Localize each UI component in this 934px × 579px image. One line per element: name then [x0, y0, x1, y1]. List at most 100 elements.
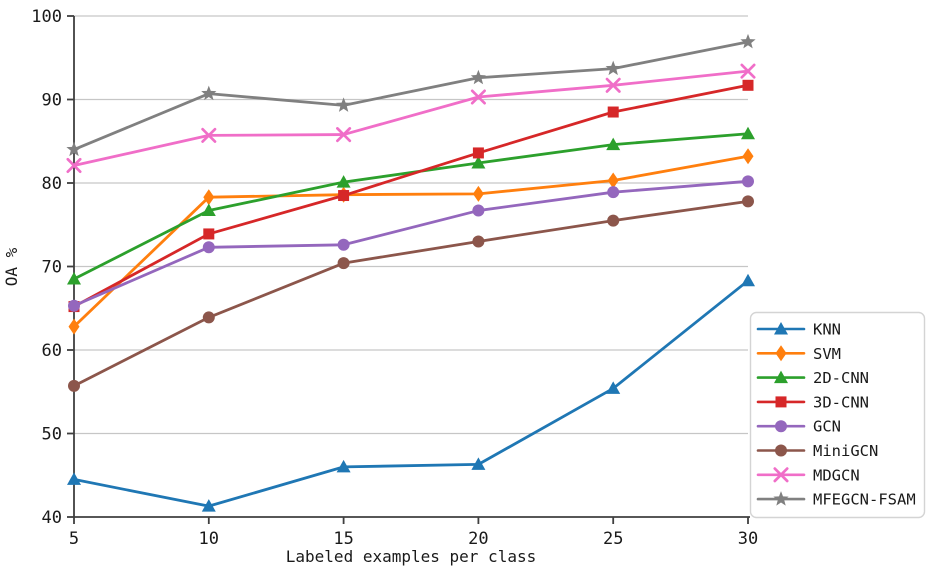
marker-mfegcn-fsam-x20	[470, 69, 487, 85]
marker-knn-x30	[741, 273, 755, 287]
x-tick-label-10: 10	[199, 529, 219, 549]
line-svm	[72, 154, 750, 329]
marker-minigcn-x15	[337, 257, 350, 270]
marker-svm-x30	[742, 148, 754, 165]
legend-marker-minigcn	[775, 444, 787, 457]
legend-box	[749, 311, 926, 519]
marker-svm-x10	[203, 189, 215, 206]
legend-label-mfegcn-fsam: MFEGCN-FSAM	[813, 491, 916, 509]
x-tick-label-20: 20	[468, 529, 488, 549]
marker-2d-cnn-x30	[741, 126, 755, 140]
line-knn	[72, 279, 750, 508]
series-2d-cnn	[67, 126, 755, 285]
legend-label-mdgcn: MDGCN	[813, 466, 860, 484]
marker-minigcn-x10	[202, 311, 215, 324]
legend-item-minigcn: MiniGCN	[756, 442, 878, 460]
marker-mfegcn-fsam-x25	[605, 60, 621, 76]
legend-label-knn: KNN	[813, 321, 841, 339]
x-tick-label-25: 25	[603, 529, 623, 549]
marker-mdgcn-x15	[336, 127, 352, 143]
legend-label-2d-cnn: 2D-CNN	[813, 369, 869, 387]
marker-svm-x25	[607, 172, 619, 189]
series-minigcn	[68, 195, 754, 392]
marker-mdgcn-x30	[740, 63, 756, 79]
marker-minigcn-x5	[68, 379, 80, 392]
marker-2d-cnn-x20	[471, 155, 486, 169]
line-mdgcn	[72, 69, 750, 167]
legend-marker-mdgcn	[773, 467, 789, 483]
x-tick-label-30: 30	[738, 529, 758, 549]
legend-marker-3d-cnn	[775, 396, 787, 408]
marker-knn-x5	[67, 472, 81, 485]
y-tick-label-40: 40	[42, 508, 62, 528]
marker-2d-cnn-x25	[606, 137, 621, 151]
legend-marker-gcn	[775, 420, 787, 433]
legend-marker-knn	[774, 322, 788, 335]
marker-mdgcn-x20	[470, 89, 486, 105]
marker-mfegcn-fsam-x5	[66, 141, 82, 157]
marker-svm-x5	[68, 318, 80, 335]
marker-3d-cnn-x30	[742, 79, 754, 91]
legend-label-3d-cnn: 3D-CNN	[813, 393, 869, 411]
series-mdgcn	[66, 63, 756, 174]
marker-3d-cnn-x15	[338, 190, 350, 202]
marker-gcn-x15	[337, 238, 350, 251]
x-tick-label-15: 15	[333, 529, 353, 549]
marker-gcn-x20	[472, 204, 485, 217]
legend-label-minigcn: MiniGCN	[813, 442, 878, 460]
legend-item-knn: KNN	[756, 321, 841, 339]
marker-2d-cnn-x15	[336, 175, 351, 188]
marker-minigcn-x30	[742, 195, 754, 208]
marker-mfegcn-fsam-x30	[740, 33, 756, 49]
marker-gcn-x10	[202, 241, 215, 254]
marker-knn-x15	[336, 459, 351, 473]
marker-mfegcn-fsam-x15	[335, 97, 352, 112]
series-knn	[67, 273, 755, 512]
marker-mfegcn-fsam-x10	[201, 85, 217, 101]
gridlines	[74, 15, 748, 435]
line-mfegcn-fsam	[72, 40, 750, 152]
y-tick-label-80: 80	[42, 174, 62, 194]
legend-item-mdgcn: MDGCN	[756, 466, 860, 484]
x-tick-label-5: 5	[69, 529, 79, 549]
line-minigcn	[72, 199, 750, 388]
y-tick-label-100: 100	[31, 7, 62, 27]
series-gcn	[68, 175, 754, 312]
legend-label-svm: SVM	[813, 345, 841, 363]
legend: KNN SVM 2D-CNN 3D-CNN GCN MiniGCN MDGCN MFEGCN-…	[749, 311, 926, 519]
series-3d-cnn	[68, 79, 754, 313]
marker-3d-cnn-x25	[607, 106, 619, 118]
marker-svm-x20	[472, 185, 484, 202]
y-tick-label-90: 90	[42, 91, 62, 111]
legend-marker-svm	[775, 345, 787, 362]
marker-2d-cnn-x10	[201, 203, 216, 217]
legend-item-mfegcn-fsam: MFEGCN-FSAM	[756, 491, 916, 509]
marker-gcn-x5	[68, 299, 80, 312]
legend-item-2d-cnn: 2D-CNN	[756, 369, 869, 387]
marker-minigcn-x25	[607, 214, 620, 227]
marker-2d-cnn-x5	[67, 272, 81, 285]
legend-item-svm: SVM	[756, 345, 841, 363]
line-3d-cnn	[72, 83, 750, 308]
marker-gcn-x25	[607, 186, 620, 199]
marker-knn-x25	[606, 381, 621, 394]
legend-item-3d-cnn: 3D-CNN	[756, 393, 869, 411]
marker-knn-x20	[471, 457, 486, 470]
legend-marker-2d-cnn	[774, 370, 788, 384]
marker-knn-x10	[201, 499, 216, 512]
y-axis-title: OA %	[2, 247, 21, 286]
legend-label-gcn: GCN	[813, 418, 841, 436]
axes: 40 50 60 70 80 90 100 5 10 15 20 25 30	[31, 7, 758, 549]
legend-marker-mfegcn-fsam	[773, 491, 789, 506]
line-gcn	[72, 179, 750, 308]
y-tick-label-50: 50	[42, 425, 62, 445]
series-svm	[68, 148, 754, 335]
series-lines	[66, 33, 756, 512]
marker-mdgcn-x25	[605, 77, 621, 93]
series-mfegcn-fsam	[66, 33, 756, 157]
marker-mdgcn-x5	[66, 157, 82, 174]
line-2d-cnn	[72, 132, 750, 281]
y-tick-label-70: 70	[42, 258, 62, 278]
marker-gcn-x30	[742, 175, 754, 188]
